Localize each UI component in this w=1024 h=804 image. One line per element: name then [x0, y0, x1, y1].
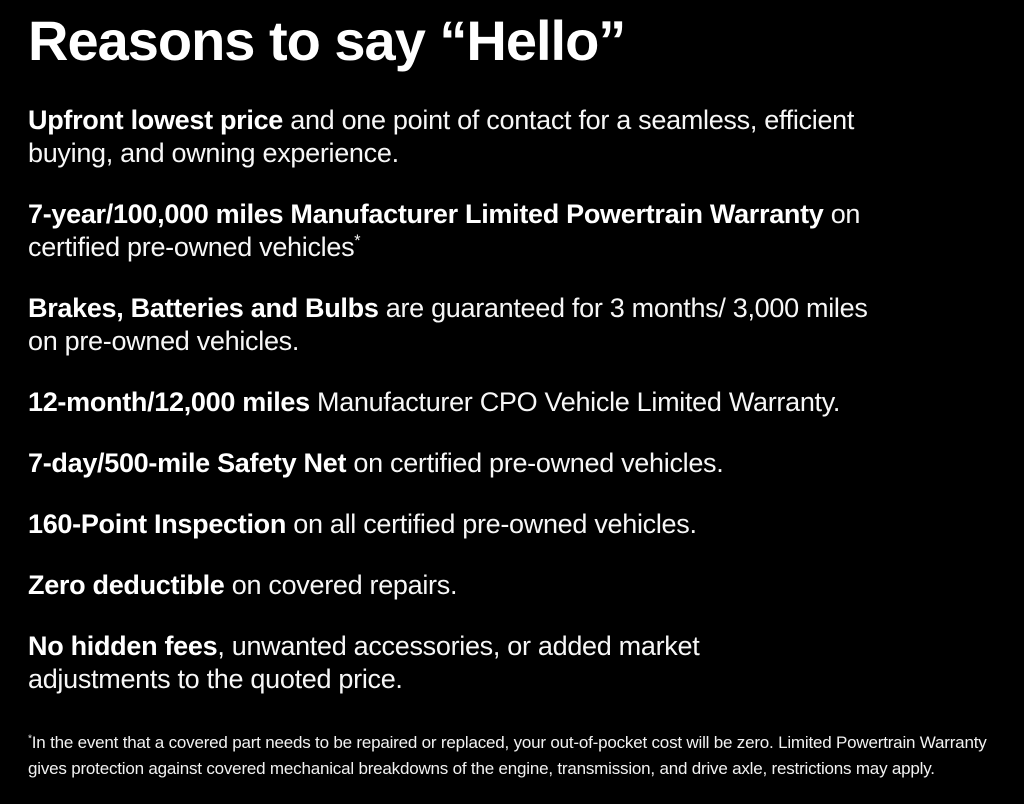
footnote-asterisk: * — [28, 733, 32, 745]
footnote-text: In the event that a covered part needs t… — [28, 733, 987, 778]
bullet-lead: No hidden fees — [28, 631, 218, 661]
bullet-brakes-batteries-bulbs: Brakes, Batteries and Bulbs are guarante… — [28, 292, 994, 358]
bullet-lead: Zero deductible — [28, 570, 225, 600]
bullet-powertrain-warranty: 7-year/100,000 miles Manufacturer Limite… — [28, 198, 994, 264]
bullet-rest: , unwanted accessories, or added market … — [28, 631, 700, 694]
bullet-rest: on covered repairs. — [224, 570, 458, 600]
footnote: *In the event that a covered part needs … — [28, 730, 994, 782]
bullet-lead: Brakes, Batteries and Bulbs — [28, 293, 379, 323]
bullet-no-hidden-fees: No hidden fees, unwanted accessories, or… — [28, 630, 994, 696]
bullet-rest: on certified pre-owned vehicles. — [346, 448, 724, 478]
bullet-cpo-limited-warranty: 12-month/12,000 miles Manufacturer CPO V… — [28, 386, 994, 419]
bullet-rest: on all certified pre-owned vehicles. — [286, 509, 697, 539]
bullet-zero-deductible: Zero deductible on covered repairs. — [28, 569, 994, 602]
bullet-160-point-inspection: 160-Point Inspection on all certified pr… — [28, 508, 994, 541]
bullet-upfront-lowest-price: Upfront lowest price and one point of co… — [28, 104, 994, 170]
bullet-lead: Upfront lowest price — [28, 105, 284, 135]
bullet-lead: 7-day/500-mile Safety Net — [28, 448, 347, 478]
bullet-rest: and one point of contact for a seamless,… — [28, 105, 855, 168]
footnote-asterisk-marker: * — [354, 232, 361, 250]
bullet-safety-net: 7-day/500-mile Safety Net on certified p… — [28, 447, 994, 480]
bullet-rest: are guaranteed for 3 months/ 3,000 miles… — [28, 293, 868, 356]
bullet-lead: 12-month/12,000 miles — [28, 387, 310, 417]
page-title: Reasons to say “Hello” — [28, 9, 626, 72]
bullet-rest: on certified pre-owned vehicles — [28, 199, 861, 262]
bullet-lead: 7-year/100,000 miles Manufacturer Limite… — [28, 199, 824, 229]
bullet-rest: Manufacturer CPO Vehicle Limited Warrant… — [309, 387, 841, 417]
bullet-lead: 160-Point Inspection — [28, 509, 287, 539]
